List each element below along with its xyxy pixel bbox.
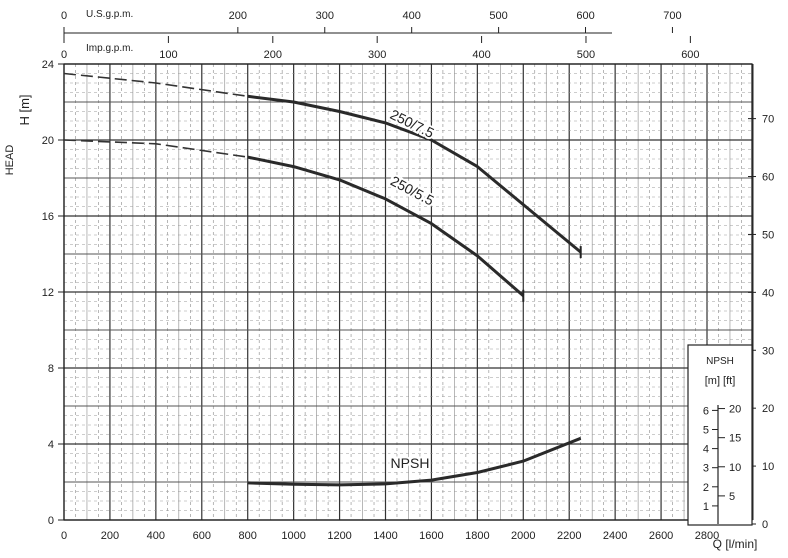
y-tick-label: 12 <box>42 287 54 299</box>
npsh-box-title: NPSH <box>706 356 734 367</box>
npsh-box-units: [m] [ft] <box>705 375 736 387</box>
imp-gpm-label: Imp.g.p.m. <box>86 43 133 54</box>
imp-gpm-tick-label: 400 <box>472 49 490 61</box>
imp-gpm-tick-label: 600 <box>681 49 699 61</box>
npsh-ft-label: 15 <box>729 433 741 445</box>
curve-label: NPSH <box>391 455 430 471</box>
ft-tick-label: 30 <box>762 345 774 357</box>
imp-gpm-tick-label: 0 <box>61 49 67 61</box>
curve-250-7-5 <box>247 94 582 254</box>
x-tick-label: 1400 <box>373 530 397 542</box>
us-gpm-tick-label: 300 <box>316 10 334 22</box>
curve-250-5-5-dashed <box>63 139 248 158</box>
npsh-ft-label: 10 <box>729 462 741 474</box>
npsh-m-label: 2 <box>703 482 709 494</box>
npsh-scale-box: NPSH [m] [ft] 1 2 3 4 5 6 5 10 15 20 <box>687 344 753 526</box>
x-tick-label: 2800 <box>695 530 719 542</box>
x-axis-title: Q [l/min] <box>713 537 758 551</box>
x-tick-label: 0 <box>61 530 67 542</box>
npsh-m-label: 6 <box>703 405 709 417</box>
ft-tick-label: 60 <box>762 172 774 184</box>
us-gpm-tick-label: 600 <box>576 10 594 22</box>
x-tick-label: 1000 <box>281 530 305 542</box>
y-tick-label: 16 <box>42 211 54 223</box>
curve-250-5-5 <box>247 155 525 297</box>
x-tick-label: 2400 <box>603 530 627 542</box>
npsh-m-label: 1 <box>703 501 709 513</box>
x-tick-label: 1200 <box>327 530 351 542</box>
ft-tick-label: 0 <box>762 519 768 531</box>
npsh-ft-label: 20 <box>729 404 741 416</box>
ft-tick-label: 70 <box>762 114 774 126</box>
us-gpm-label: U.S.g.p.m. <box>86 9 133 20</box>
us-gpm-tick-label: 400 <box>402 10 420 22</box>
x-tick-label: 2600 <box>649 530 673 542</box>
ft-tick-label: 40 <box>762 287 774 299</box>
y-tick-label: 20 <box>42 135 54 147</box>
imp-gpm-tick-label: 100 <box>159 49 177 61</box>
ft-tick-label: 10 <box>762 461 774 473</box>
npsh-m-label: 4 <box>703 444 709 456</box>
npsh-box-frame <box>687 344 753 526</box>
npsh-m-label: 5 <box>703 425 709 437</box>
x-tick-label: 2200 <box>557 530 581 542</box>
x-tick-label: 200 <box>101 530 119 542</box>
npsh-m-label: 3 <box>703 463 709 475</box>
y-axis-unit: H [m] <box>17 94 32 125</box>
imp-gpm-tick-label: 500 <box>577 49 595 61</box>
curve-250-7-5-dashed <box>63 72 248 98</box>
x-tick-label: 800 <box>239 530 257 542</box>
x-tick-label: 1600 <box>419 530 443 542</box>
axes: 0 200 400 600 800 1000 1200 1400 1600 1800 2000 220… <box>42 9 775 542</box>
y-tick-label: 0 <box>48 515 54 527</box>
npsh-ft-label: 5 <box>729 491 735 503</box>
grid <box>63 63 754 521</box>
imp-gpm-tick-label: 300 <box>368 49 386 61</box>
curve-npsh <box>247 436 582 487</box>
us-gpm-tick-label: 700 <box>663 10 681 22</box>
ft-tick-label: 20 <box>762 403 774 415</box>
us-gpm-tick-label: 0 <box>61 10 67 22</box>
y-tick-label: 24 <box>42 59 54 71</box>
x-tick-label: 1800 <box>465 530 489 542</box>
x-tick-label: 600 <box>193 530 211 542</box>
x-tick-label: 400 <box>147 530 165 542</box>
us-gpm-tick-label: 500 <box>489 10 507 22</box>
us-gpm-tick-label: 200 <box>229 10 247 22</box>
ft-tick-label: 50 <box>762 229 774 241</box>
y-tick-label: 8 <box>48 363 54 375</box>
imp-gpm-tick-label: 200 <box>264 49 282 61</box>
x-tick-label: 2000 <box>511 530 535 542</box>
y-axis-title: HEAD <box>4 145 16 176</box>
y-tick-label: 4 <box>48 439 54 451</box>
